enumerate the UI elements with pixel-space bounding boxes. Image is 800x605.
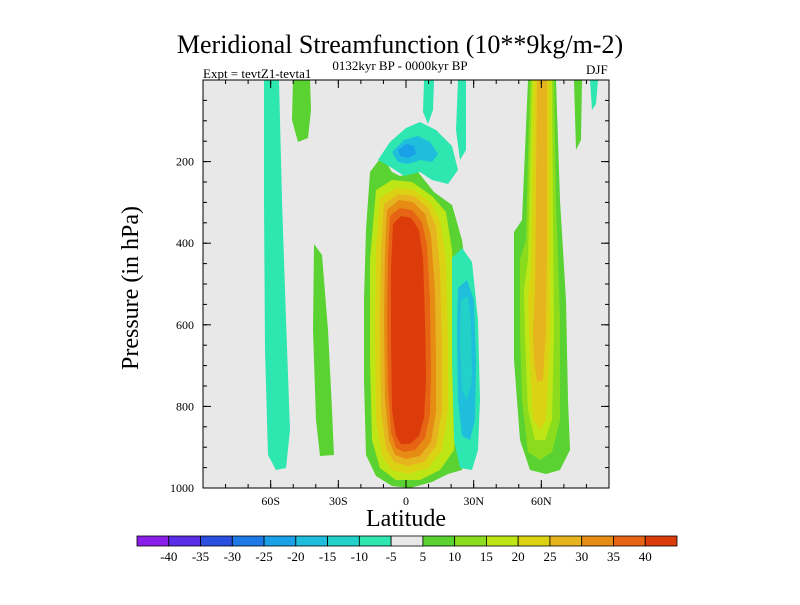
- colorbar: [136, 535, 678, 547]
- x-axis-label: Latitude: [366, 506, 446, 532]
- colorbar-label: 40: [639, 549, 652, 564]
- colorbar-swatch: [295, 535, 328, 547]
- colorbar-label: 35: [607, 549, 620, 564]
- colorbar-label: -35: [192, 549, 209, 564]
- colorbar-swatch: [263, 535, 297, 547]
- colorbar-label: 25: [543, 549, 556, 564]
- y-tick-labels: 200 400 600 800 1000: [170, 155, 194, 495]
- chart-title: Meridional Streamfunction (10**9kg/m-2): [176, 30, 624, 59]
- axis-ticks: [203, 80, 609, 489]
- x-tick-label: 0: [403, 494, 409, 508]
- chart-subtitle: 0132kyr BP - 0000kyr BP: [332, 58, 468, 73]
- x-tick-label: 30S: [329, 494, 348, 508]
- sh-negative-band: [264, 80, 290, 470]
- colorbar-swatch: [517, 535, 551, 547]
- x-tick-labels: 60S 30S 0 30N 60N: [261, 494, 552, 508]
- hadley-level-40: [391, 216, 426, 444]
- nh-positive-level-25: [533, 80, 547, 382]
- colorbar-label: 10: [448, 549, 461, 564]
- colorbar-label: -40: [160, 549, 177, 564]
- colorbar-swatch: [358, 535, 392, 547]
- colorbar-swatch: [390, 535, 424, 547]
- y-axis-label: Pressure (in hPa): [118, 206, 144, 370]
- colorbar-label: 20: [512, 549, 525, 564]
- y-tick-label: 800: [176, 399, 194, 413]
- colorbar-label: -20: [287, 549, 304, 564]
- contour-fills: [264, 80, 598, 488]
- colorbar-swatch: [136, 535, 170, 547]
- colorbar-swatch: [168, 535, 201, 547]
- nh-subtropics-negative-center: [460, 296, 472, 400]
- y-tick-label: 600: [176, 318, 194, 332]
- sh-upper-positive-blob: [292, 80, 311, 142]
- colorbar-label: -30: [224, 549, 241, 564]
- colorbar-swatch: [613, 535, 646, 547]
- colorbar-swatch: [454, 535, 487, 547]
- colorbar-label: 30: [575, 549, 588, 564]
- experiment-label: Expt = tevtZ1-tevta1: [203, 66, 312, 81]
- colorbar-label: 15: [480, 549, 493, 564]
- colorbar-swatch: [422, 535, 456, 547]
- colorbar-swatch: [200, 535, 233, 547]
- upper-tropics-negative-narrow: [423, 80, 434, 124]
- sh-midlat-positive-column: [313, 244, 334, 456]
- colorbar-label: -5: [386, 549, 397, 564]
- colorbar-label: -15: [319, 549, 336, 564]
- y-tick-label: 200: [176, 155, 194, 169]
- colorbar-label: -25: [255, 549, 272, 564]
- colorbar-swatch: [581, 535, 614, 547]
- colorbar-labels: -40 -35 -30 -25 -20 -15 -10 -5 5 10 15 20 25 30 35 40: [160, 549, 652, 564]
- x-tick-label: 60N: [531, 494, 552, 508]
- colorbar-swatch: [549, 535, 583, 547]
- colorbar-swatch: [486, 535, 519, 547]
- colorbar-swatch: [231, 535, 265, 547]
- nh-polar-negative: [590, 80, 598, 110]
- nh-polar-positive: [574, 80, 582, 150]
- x-tick-label: 60S: [261, 494, 280, 508]
- upper-tropics-negative-center: [398, 144, 416, 158]
- season-label: DJF: [586, 62, 608, 77]
- y-tick-label: 1000: [170, 481, 194, 495]
- nh-subtropics-negative-upper: [456, 80, 466, 160]
- colorbar-label: -10: [351, 549, 368, 564]
- colorbar-label: 5: [420, 549, 427, 564]
- colorbar-swatch: [644, 535, 678, 547]
- y-tick-label: 400: [176, 236, 194, 250]
- colorbar-swatch: [327, 535, 360, 547]
- x-tick-label: 30N: [463, 494, 484, 508]
